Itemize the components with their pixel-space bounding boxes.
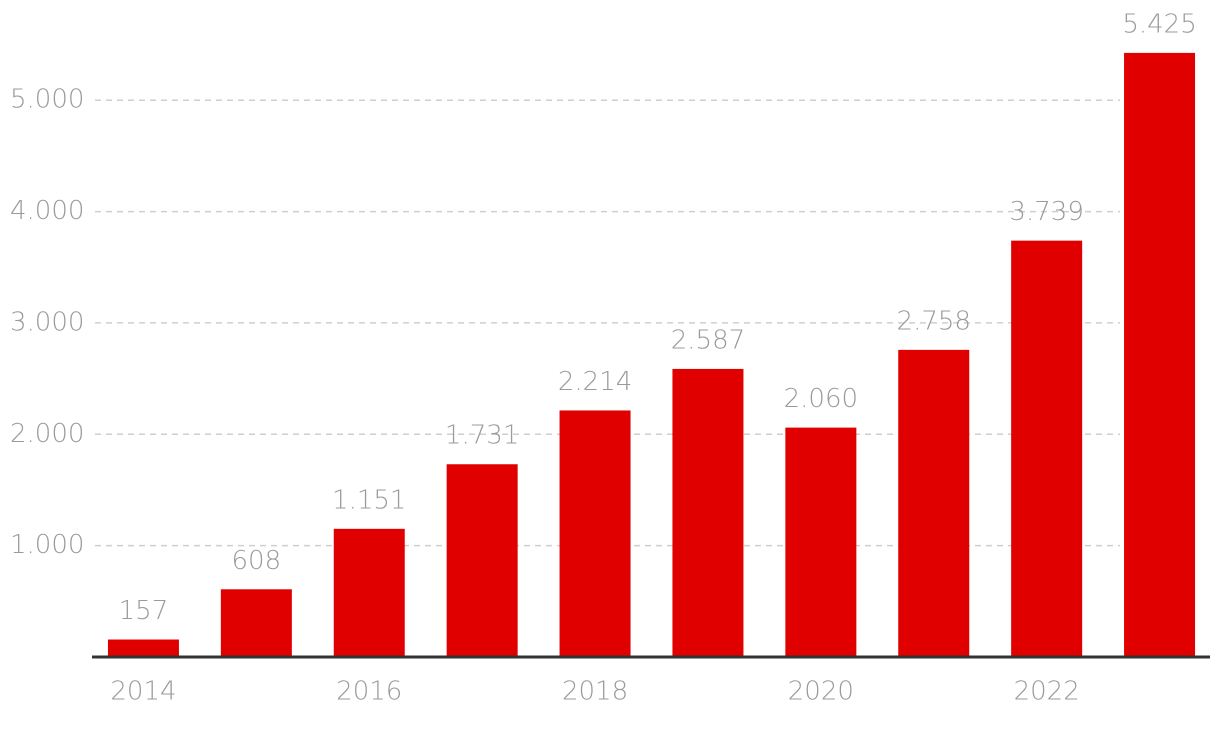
value-label: 3.739 — [1009, 197, 1083, 227]
bar — [107, 639, 179, 657]
value-label: 1.731 — [445, 421, 519, 451]
bar — [1011, 240, 1083, 657]
bar — [785, 427, 857, 657]
value-label: 157 — [119, 596, 169, 626]
bar — [898, 349, 970, 657]
bar — [559, 410, 631, 657]
value-label: 2.214 — [558, 367, 632, 397]
x-tick-label: 2020 — [788, 677, 854, 707]
y-tick-label: 3.000 — [10, 307, 84, 337]
value-label: 2.060 — [784, 384, 858, 414]
value-label: 1.151 — [332, 485, 406, 515]
bar — [333, 528, 405, 657]
value-label: 5.425 — [1122, 9, 1196, 39]
y-tick-label: 5.000 — [10, 85, 84, 115]
bar — [672, 368, 744, 657]
bar — [1124, 52, 1196, 658]
y-tick-label: 1.000 — [10, 530, 84, 560]
value-label: 2.587 — [671, 325, 745, 355]
bar — [220, 589, 292, 657]
x-tick-label: 2014 — [110, 677, 176, 707]
value-label: 608 — [232, 546, 282, 576]
x-tick-label: 2018 — [562, 677, 628, 707]
value-label: 2.758 — [897, 306, 971, 336]
y-tick-label: 2.000 — [10, 419, 84, 449]
x-tick-label: 2016 — [336, 677, 402, 707]
x-tick-label: 2022 — [1014, 677, 1080, 707]
bar — [446, 464, 518, 657]
y-tick-label: 4.000 — [10, 196, 84, 226]
